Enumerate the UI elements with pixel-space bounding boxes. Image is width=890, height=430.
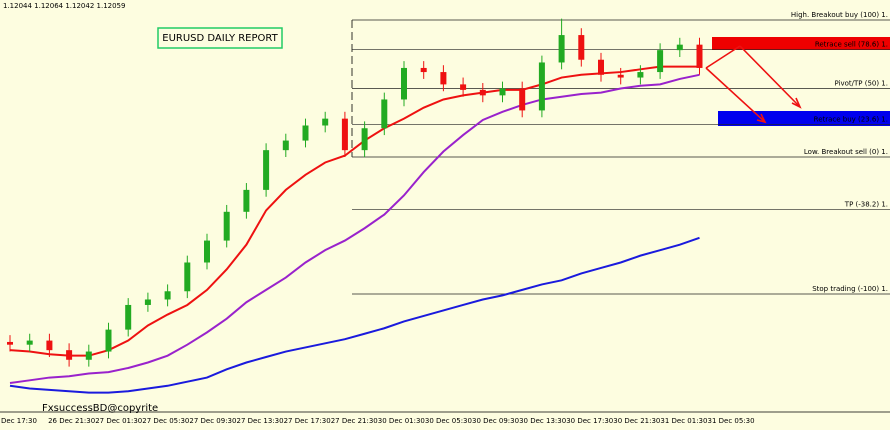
candle-body <box>676 44 683 51</box>
moving-average <box>9 236 700 394</box>
candle-body <box>519 88 526 111</box>
plot <box>7 18 890 394</box>
arrow <box>705 45 741 69</box>
chart-title: EURUSD DAILY REPORT <box>162 33 278 44</box>
level-label: TP (-38.2) 1. <box>844 200 888 208</box>
x-tick-label: 27 Dec 17:30 <box>284 417 331 425</box>
x-tick-label: 31 Dec 05:30 <box>708 417 755 425</box>
candle-body <box>85 351 92 360</box>
x-tick-label: 30 Dec 17:30 <box>566 417 613 425</box>
arrows <box>705 45 802 124</box>
sell-zone <box>712 37 890 50</box>
candle-body <box>361 128 368 151</box>
candle-body <box>66 350 73 360</box>
moving-average <box>9 73 700 385</box>
candle-body <box>420 67 427 73</box>
level-label: Stop trading (-100) 1. <box>812 285 888 293</box>
candle-body <box>381 99 388 129</box>
x-tick-label: 30 Dec 01:30 <box>378 417 425 425</box>
candle-body <box>7 341 13 345</box>
level-label: Retrace sell (78.6) 1. <box>815 40 888 48</box>
candle-body <box>263 150 270 190</box>
level-label: High. Breakout buy (100) 1. <box>791 11 888 19</box>
level-label: Retrace buy (23.6) 1. <box>814 116 888 124</box>
candle-body <box>243 189 250 212</box>
x-tick-label: 30 Dec 09:30 <box>472 417 519 425</box>
candle-body <box>460 84 467 90</box>
candle-body <box>657 50 664 73</box>
title-box <box>157 27 283 49</box>
arrow <box>739 45 801 108</box>
moving-average <box>9 65 700 357</box>
candle-body <box>558 35 565 63</box>
x-tick-label: 27 Dec 01:30 <box>95 417 142 425</box>
arrow-head <box>791 97 802 109</box>
candle-body <box>282 140 289 151</box>
candle-body <box>499 88 506 96</box>
watermark: FxsuccessBD@copyrite <box>42 403 158 414</box>
price-info: 1.12044 1.12064 1.12042 1.12059 <box>3 2 125 10</box>
candle-body <box>302 125 309 141</box>
x-tick-label: 27 Dec 05:30 <box>142 417 189 425</box>
candle-body <box>46 340 53 351</box>
candle-body <box>105 329 112 352</box>
candle-body <box>164 291 171 300</box>
level-label: Low. Breakout sell (0) 1. <box>804 148 888 156</box>
candle-body <box>184 262 191 292</box>
candle-body <box>617 74 624 78</box>
candle-body <box>637 72 644 78</box>
level-label: Pivot/TP (50) 1. <box>834 80 888 88</box>
x-tick-label: 30 Dec 05:30 <box>425 417 472 425</box>
x-tick-label: 27 Dec 09:30 <box>189 417 236 425</box>
candle-body <box>598 59 604 75</box>
x-tick-label: 27 Dec 13:30 <box>237 417 284 425</box>
candle-body <box>341 118 348 151</box>
candle-body <box>144 299 151 305</box>
candle-body <box>322 118 329 126</box>
candle-body <box>223 211 230 241</box>
candle-body <box>440 72 447 85</box>
x-tick-label: 30 Dec 21:30 <box>613 417 660 425</box>
x-tick-label: Dec 17:30 <box>1 417 37 425</box>
candle-body <box>401 67 407 100</box>
candle-body <box>26 340 33 345</box>
x-tick-label: 26 Dec 21:30 <box>48 417 95 425</box>
arrow <box>705 67 766 123</box>
arrow-head <box>756 113 767 124</box>
candle-body <box>479 89 486 96</box>
x-tick-label: 31 Dec 01:30 <box>660 417 707 425</box>
candle-body <box>125 304 132 330</box>
candle-body <box>204 240 210 263</box>
candle-body <box>696 44 703 68</box>
x-tick-label: 30 Dec 13:30 <box>519 417 566 425</box>
candle-body <box>578 35 585 60</box>
candle-body <box>538 62 545 111</box>
x-tick-label: 27 Dec 21:30 <box>331 417 378 425</box>
